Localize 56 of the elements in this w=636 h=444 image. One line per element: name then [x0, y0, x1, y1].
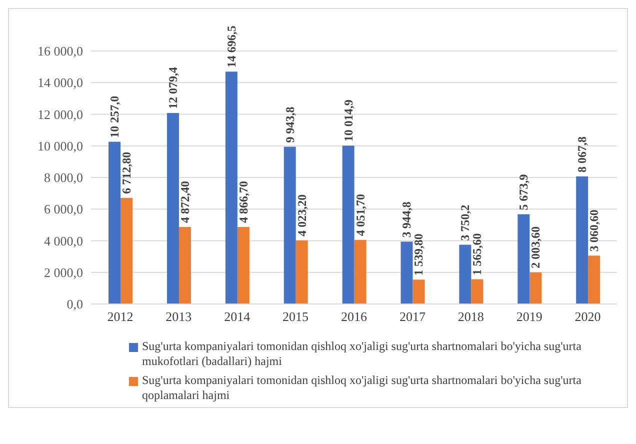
bar: [530, 272, 542, 304]
x-tick-label: 2020: [574, 309, 601, 324]
data-label: 3 750,2: [458, 204, 472, 241]
data-label: 10 014,9: [341, 100, 356, 142]
y-tick-label: 6 000,0: [44, 202, 83, 217]
bar: [296, 240, 308, 304]
bar: [178, 226, 191, 304]
data-label: 12 079,4: [166, 66, 180, 109]
bar: [225, 72, 238, 304]
legend-label: Sug'urta kompaniyalari tomonidan qishloq xo'jaligi sug'urta shartnomalari bo'yicha sug'urta qoplamalari hajmi: [142, 373, 582, 403]
data-label: 4 051,70: [353, 194, 368, 236]
data-label: 3 944,8: [400, 202, 414, 238]
bar: [459, 244, 472, 304]
y-tick-label: 14 000,0: [38, 75, 83, 90]
y-tick-label: 10 000,0: [38, 138, 83, 154]
data-label: 1 539,80: [412, 234, 426, 276]
x-tick-label: 2017: [399, 309, 426, 324]
x-tick-label: 2019: [516, 309, 542, 324]
x-tick-label: 2013: [166, 309, 192, 324]
legend-label: Sug'urta kompaniyalari tomonidan qishloq xo'jaligi sug'urta shartnomalari bo'yicha sug'urta mukofotlari (badallari) hajmi: [142, 339, 582, 369]
bar: [284, 146, 296, 304]
bar: [354, 240, 366, 304]
data-label: 5 673,9: [516, 174, 531, 210]
bar: [342, 146, 354, 304]
data-label: 4 866,70: [236, 181, 250, 224]
bar: [120, 198, 133, 304]
data-label: 10 257,0: [108, 96, 122, 138]
y-tick-label: 2 000,0: [44, 264, 83, 280]
data-label: 9 943,8: [282, 106, 297, 143]
bar: [471, 279, 484, 304]
y-tick-label: 0,0: [66, 296, 83, 312]
bar: [588, 256, 600, 304]
y-tick-label: 4 000,0: [44, 233, 83, 248]
data-label: 8 067,8: [575, 136, 590, 172]
y-tick-label: 12 000,0: [38, 106, 83, 122]
x-tick-label: 2016: [341, 309, 368, 324]
data-label: 14 696,5: [224, 26, 238, 68]
bar: [237, 227, 250, 304]
data-label: 6 712,80: [120, 152, 134, 194]
y-tick-label: 16 000,0: [38, 44, 83, 59]
x-tick-label: 2015: [282, 309, 309, 324]
bar: [412, 280, 425, 304]
bar: [576, 176, 588, 304]
bar: [166, 112, 179, 304]
bar: [518, 214, 530, 304]
bar: [108, 142, 121, 304]
data-label: 1 565,60: [470, 233, 484, 276]
data-label: 4 872,40: [178, 180, 192, 223]
x-tick-label: 2012: [107, 309, 134, 324]
data-label: 3 060,60: [587, 210, 602, 252]
bar: [400, 242, 413, 304]
x-tick-label: 2014: [224, 309, 251, 324]
y-tick-label: 8 000,0: [44, 170, 83, 186]
data-label: 2 003,60: [528, 226, 543, 268]
data-label: 4 023,20: [294, 194, 309, 236]
x-tick-label: 2018: [458, 309, 484, 324]
